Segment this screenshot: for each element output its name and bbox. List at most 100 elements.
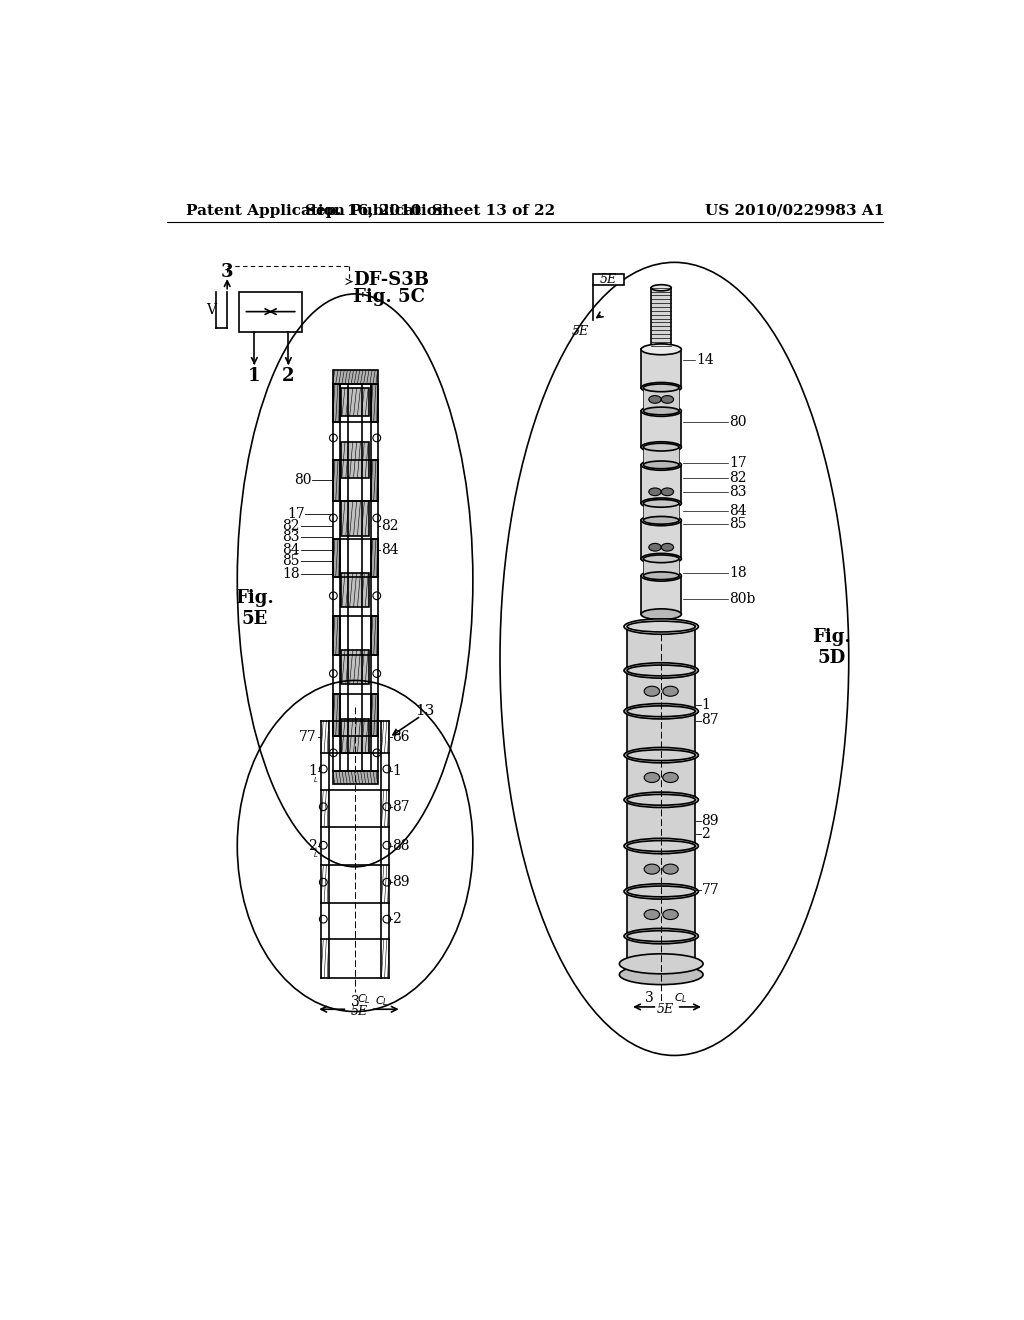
Text: 80: 80 bbox=[294, 474, 311, 487]
Text: 1: 1 bbox=[308, 764, 317, 779]
Text: Fig. 5C: Fig. 5C bbox=[352, 288, 425, 306]
Bar bbox=[641, 350, 681, 388]
Ellipse shape bbox=[643, 384, 679, 392]
Ellipse shape bbox=[641, 405, 681, 416]
Ellipse shape bbox=[663, 686, 678, 696]
Ellipse shape bbox=[641, 553, 681, 564]
Ellipse shape bbox=[643, 516, 679, 524]
Ellipse shape bbox=[644, 686, 659, 696]
Text: 2: 2 bbox=[701, 828, 711, 841]
Ellipse shape bbox=[643, 407, 679, 414]
Text: 1: 1 bbox=[392, 764, 401, 779]
Ellipse shape bbox=[641, 345, 681, 355]
Text: 84: 84 bbox=[381, 543, 398, 557]
Ellipse shape bbox=[643, 444, 679, 451]
Ellipse shape bbox=[624, 928, 698, 944]
Text: 82: 82 bbox=[729, 471, 746, 484]
Bar bbox=[333, 384, 340, 422]
Text: 3: 3 bbox=[221, 264, 233, 281]
Bar bbox=[641, 465, 681, 503]
Text: 17: 17 bbox=[729, 455, 748, 470]
Ellipse shape bbox=[644, 772, 659, 783]
Text: US 2010/0229983 A1: US 2010/0229983 A1 bbox=[705, 203, 884, 218]
Ellipse shape bbox=[643, 461, 679, 469]
Ellipse shape bbox=[662, 488, 674, 496]
Text: 18: 18 bbox=[729, 566, 748, 579]
Ellipse shape bbox=[641, 515, 681, 525]
Ellipse shape bbox=[649, 544, 662, 552]
Ellipse shape bbox=[641, 498, 681, 508]
Text: 1: 1 bbox=[701, 698, 711, 711]
Text: 2: 2 bbox=[308, 840, 317, 853]
Bar bbox=[651, 288, 672, 347]
Text: 1: 1 bbox=[248, 367, 260, 384]
Ellipse shape bbox=[643, 554, 679, 562]
Ellipse shape bbox=[641, 383, 681, 393]
Ellipse shape bbox=[662, 544, 674, 552]
Ellipse shape bbox=[649, 396, 662, 404]
Text: 5E: 5E bbox=[656, 1003, 674, 1016]
Ellipse shape bbox=[627, 795, 695, 805]
Ellipse shape bbox=[627, 706, 695, 717]
Text: 88: 88 bbox=[392, 840, 410, 853]
Bar bbox=[371, 694, 378, 737]
Bar bbox=[239, 292, 302, 331]
Bar bbox=[341, 442, 369, 478]
Text: 84: 84 bbox=[729, 504, 748, 517]
Text: 85: 85 bbox=[283, 554, 300, 568]
Bar bbox=[371, 539, 378, 577]
Ellipse shape bbox=[627, 841, 695, 851]
Bar bbox=[643, 447, 679, 465]
Bar bbox=[643, 558, 679, 576]
Ellipse shape bbox=[627, 665, 695, 676]
Ellipse shape bbox=[627, 750, 695, 760]
Ellipse shape bbox=[663, 772, 678, 783]
Bar bbox=[333, 616, 340, 655]
Text: Sep. 16, 2010  Sheet 13 of 22: Sep. 16, 2010 Sheet 13 of 22 bbox=[305, 203, 555, 218]
Text: 77: 77 bbox=[701, 883, 719, 896]
Bar bbox=[341, 719, 369, 752]
Text: 87: 87 bbox=[392, 800, 410, 813]
Text: 14: 14 bbox=[696, 354, 714, 367]
Ellipse shape bbox=[620, 965, 703, 985]
Text: 5E: 5E bbox=[600, 273, 617, 286]
Ellipse shape bbox=[624, 747, 698, 763]
Bar bbox=[371, 461, 378, 502]
Ellipse shape bbox=[641, 442, 681, 453]
Ellipse shape bbox=[641, 570, 681, 581]
Ellipse shape bbox=[651, 345, 672, 350]
Ellipse shape bbox=[627, 622, 695, 632]
Bar bbox=[333, 694, 340, 737]
Text: 86: 86 bbox=[392, 730, 410, 744]
Text: 5E: 5E bbox=[572, 325, 589, 338]
Text: 85: 85 bbox=[729, 517, 746, 531]
Ellipse shape bbox=[643, 572, 679, 579]
Ellipse shape bbox=[624, 884, 698, 899]
Bar bbox=[641, 520, 681, 558]
Text: 83: 83 bbox=[283, 531, 300, 544]
Bar bbox=[371, 616, 378, 655]
Bar bbox=[341, 388, 369, 416]
Bar bbox=[341, 502, 369, 536]
Text: $C_L$: $C_L$ bbox=[674, 991, 687, 1005]
Bar bbox=[341, 573, 369, 607]
Bar bbox=[627, 627, 695, 974]
Ellipse shape bbox=[624, 619, 698, 635]
Ellipse shape bbox=[641, 459, 681, 470]
Text: 80: 80 bbox=[729, 414, 746, 429]
Text: V: V bbox=[206, 304, 216, 317]
Polygon shape bbox=[593, 275, 624, 285]
Text: 3: 3 bbox=[350, 994, 359, 1008]
Ellipse shape bbox=[620, 954, 703, 974]
Text: 17: 17 bbox=[287, 507, 305, 521]
Text: DF-S3B: DF-S3B bbox=[352, 271, 429, 289]
Ellipse shape bbox=[662, 396, 674, 404]
Bar bbox=[643, 503, 679, 520]
Ellipse shape bbox=[624, 704, 698, 719]
Ellipse shape bbox=[644, 865, 659, 874]
Text: Fig.
5E: Fig. 5E bbox=[234, 590, 273, 628]
Text: 82: 82 bbox=[381, 519, 398, 533]
Text: Fig.
5D: Fig. 5D bbox=[812, 628, 851, 667]
Bar bbox=[371, 384, 378, 422]
Ellipse shape bbox=[644, 909, 659, 920]
